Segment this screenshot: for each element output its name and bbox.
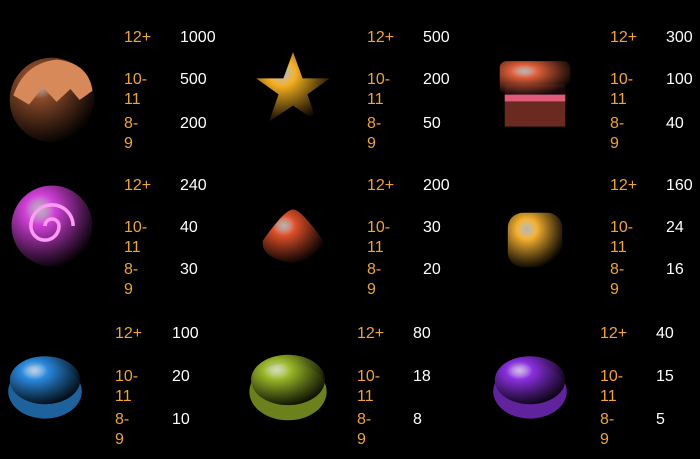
symbol-count: 8-9 (115, 411, 130, 448)
payout-value: 1000 (180, 29, 216, 46)
star-candy-icon (253, 48, 333, 128)
swirl-lollipop-icon (8, 182, 96, 270)
symbol-count: 12+ (610, 177, 638, 194)
symbol-count: 10-11 (357, 368, 381, 405)
payout-value: 10 (172, 411, 190, 428)
symbol-count: 12+ (115, 325, 143, 342)
symbol-count: 12+ (367, 29, 395, 46)
red-triangle-candy-icon (257, 201, 329, 273)
symbol-count: 8-9 (367, 115, 382, 152)
payout-value: 30 (180, 261, 198, 278)
payout-value: 30 (423, 219, 441, 236)
symbol-count: 10-11 (367, 219, 391, 256)
payout-value: 40 (666, 115, 684, 132)
payout-value: 500 (180, 71, 207, 88)
symbol-count: 10-11 (610, 219, 634, 256)
payout-value: 100 (172, 325, 199, 342)
payout-value: 50 (423, 115, 441, 132)
payout-value: 200 (423, 177, 450, 194)
symbol-count: 12+ (124, 177, 152, 194)
payout-value: 18 (413, 368, 431, 385)
symbol-count: 10-11 (610, 71, 634, 108)
symbol-count: 8-9 (600, 411, 615, 448)
payout-value: 80 (413, 325, 431, 342)
payout-value: 20 (172, 368, 190, 385)
payout-value: 100 (666, 71, 693, 88)
payout-value: 16 (666, 261, 684, 278)
payout-value: 15 (656, 368, 674, 385)
symbol-count: 12+ (610, 29, 638, 46)
payout-value: 500 (423, 29, 450, 46)
symbol-count: 10-11 (124, 219, 148, 256)
symbol-count: 10-11 (115, 368, 139, 405)
payout-value: 160 (666, 177, 693, 194)
symbol-count: 8-9 (124, 261, 139, 298)
symbol-count: 8-9 (357, 411, 372, 448)
symbol-count: 10-11 (367, 71, 391, 108)
payout-value: 24 (666, 219, 684, 236)
symbol-count: 8-9 (367, 261, 382, 298)
symbol-count: 10-11 (600, 368, 624, 405)
purple-gem-candy-icon (490, 345, 570, 425)
payout-value: 200 (180, 115, 207, 132)
symbol-count: 10-11 (124, 71, 148, 108)
symbol-count: 8-9 (124, 115, 139, 152)
symbol-count: 8-9 (610, 261, 625, 298)
cake-icon (493, 51, 577, 135)
symbol-count: 12+ (124, 29, 152, 46)
payout-value: 40 (180, 219, 198, 236)
blue-gem-candy-icon (5, 345, 85, 425)
payout-value: 240 (180, 177, 207, 194)
symbol-count: 12+ (357, 325, 385, 342)
payout-value: 5 (656, 411, 665, 428)
payout-value: 8 (413, 411, 422, 428)
payout-value: 200 (423, 71, 450, 88)
payout-value: 40 (656, 325, 674, 342)
chocolate-donut-icon (6, 54, 98, 146)
green-gem-candy-icon (246, 343, 330, 427)
symbol-count: 12+ (367, 177, 395, 194)
yellow-square-candy-icon (501, 206, 569, 274)
symbol-count: 12+ (600, 325, 628, 342)
payout-value: 20 (423, 261, 441, 278)
symbol-count: 8-9 (610, 115, 625, 152)
payout-value: 300 (666, 29, 693, 46)
